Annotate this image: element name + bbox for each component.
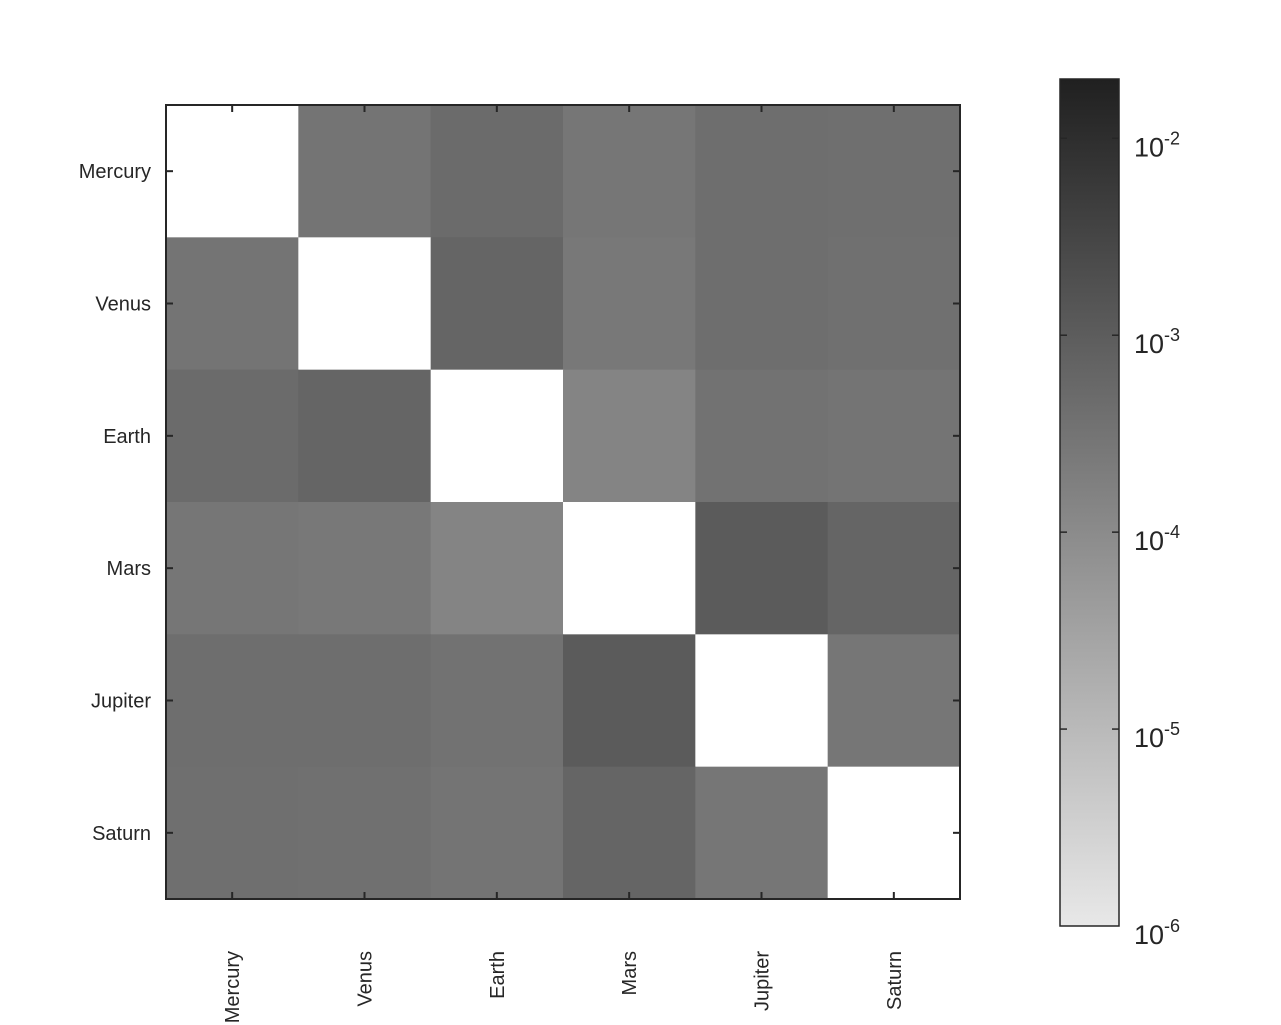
heatmap-cell-mars-mars	[563, 502, 696, 635]
heatmap-cell-venus-saturn	[827, 237, 961, 371]
heatmap-cell-venus-jupiter	[695, 237, 829, 371]
heatmap-cell-mercury-saturn	[827, 105, 961, 238]
colorbar-tick-label: 10-4	[1134, 522, 1180, 556]
heatmap-cell-mars-venus	[298, 502, 432, 635]
y-tick-label-mars: Mars	[107, 558, 151, 580]
x-tick-label-mercury: Mercury	[222, 951, 244, 1023]
heatmap-cell-earth-mercury	[166, 369, 299, 503]
heatmap-cell-saturn-mars	[563, 766, 696, 900]
heatmap-cell-jupiter-earth	[430, 634, 564, 768]
y-tick-label-mercury: Mercury	[79, 161, 151, 183]
heatmap-cell-mercury-venus	[298, 105, 432, 238]
heatmap-cell-mercury-mercury	[166, 105, 299, 238]
y-tick-label-earth: Earth	[103, 426, 151, 448]
heatmap-cell-earth-earth	[430, 369, 564, 503]
heatmap-cell-saturn-mercury	[166, 766, 299, 900]
heatmap-cell-venus-venus	[298, 237, 432, 371]
colorbar-tick-label: 10-6	[1134, 916, 1180, 950]
x-tick-label-venus: Venus	[355, 951, 377, 1007]
y-tick-label-saturn: Saturn	[92, 823, 151, 845]
plot-border	[165, 104, 961, 900]
heatmap-cells	[166, 105, 961, 900]
x-axis-tick-labels: Mercury Venus Earth Mars Jupiter Saturn	[222, 951, 906, 1024]
heatmap-cell-mercury-jupiter	[695, 105, 829, 238]
y-tick-label-jupiter: Jupiter	[91, 691, 151, 713]
heatmap-cell-saturn-saturn	[827, 766, 961, 900]
x-tick-label-jupiter: Jupiter	[752, 951, 774, 1011]
heatmap-cell-earth-saturn	[827, 369, 961, 503]
heatmap-cell-jupiter-mars	[563, 634, 696, 768]
heatmap-cell-mars-jupiter	[695, 502, 829, 635]
colorbar: 10-2 10-3 10-4 10-5 10-6	[1059, 78, 1180, 950]
heatmap-cell-mercury-mars	[563, 105, 696, 238]
heatmap-cell-saturn-jupiter	[695, 766, 829, 900]
heatmap-cell-venus-mercury	[166, 237, 299, 371]
x-tick-label-mars: Mars	[619, 951, 641, 995]
heatmap-cell-earth-mars	[563, 369, 696, 503]
heatmap-cell-jupiter-mercury	[166, 634, 299, 768]
heatmap-cell-earth-jupiter	[695, 369, 829, 503]
heatmap-cell-mercury-earth	[430, 105, 564, 238]
heatmap-cell-mars-saturn	[827, 502, 961, 635]
plot-frame	[165, 104, 961, 900]
heatmap-cell-jupiter-saturn	[827, 634, 961, 768]
y-axis-tick-labels: Mercury Venus Earth Mars Jupiter Saturn	[79, 161, 152, 845]
heatmap-cell-earth-venus	[298, 369, 432, 503]
heatmap-cell-jupiter-jupiter	[695, 634, 829, 768]
colorbar-tick-label: 10-2	[1134, 128, 1180, 162]
colorbar-tick-label: 10-3	[1134, 325, 1180, 359]
heatmap-cell-saturn-venus	[298, 766, 432, 900]
heatmap-cell-mars-earth	[430, 502, 564, 635]
heatmap-cell-saturn-earth	[430, 766, 564, 900]
heatmap-cell-venus-mars	[563, 237, 696, 371]
y-tick-label-venus: Venus	[95, 294, 151, 316]
heatmap-cell-jupiter-venus	[298, 634, 432, 768]
heatmap-cell-mars-mercury	[166, 502, 299, 635]
colorbar-tick-label: 10-5	[1134, 719, 1180, 753]
colorbar-gradient	[1059, 78, 1120, 927]
x-tick-label-earth: Earth	[487, 951, 509, 999]
heatmap-cell-venus-earth	[430, 237, 564, 371]
x-tick-label-saturn: Saturn	[884, 951, 906, 1010]
